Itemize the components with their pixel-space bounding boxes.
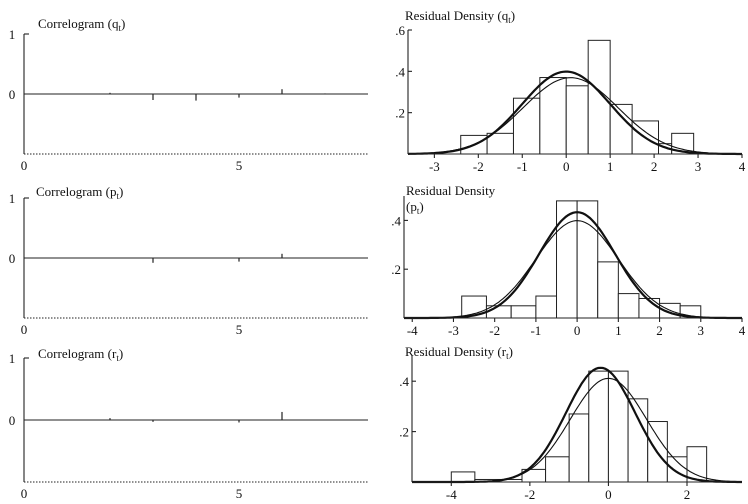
title-tail: ) (419, 199, 423, 214)
x-tick-label: 4 (739, 323, 746, 338)
histogram-bar (486, 132, 514, 155)
x-tick-label: -2 (489, 323, 500, 338)
density-curve (407, 77, 742, 155)
x-tick-label: -1 (530, 323, 541, 338)
title-subscript: t (117, 191, 120, 201)
y-tick-label: 1 (9, 351, 16, 366)
histogram-bar (666, 456, 688, 483)
x-tick-label: 3 (698, 323, 705, 338)
density-curve (404, 220, 742, 319)
histogram-bar (510, 305, 537, 319)
y-tick-label: .4 (391, 213, 401, 228)
x-tick-label: 5 (236, 158, 243, 173)
x-tick-label: 0 (605, 487, 612, 502)
title-main: Correlogram (p (36, 184, 117, 199)
title-tail: ) (119, 184, 123, 199)
x-tick-label: 2 (656, 323, 663, 338)
x-tick-label: -2 (473, 159, 484, 174)
x-tick-label: 3 (695, 159, 702, 174)
y-tick-label: 0 (9, 251, 16, 266)
title-main-2: (p (406, 199, 417, 214)
title-subscript: t (116, 353, 119, 363)
y-tick-label: .4 (399, 374, 409, 389)
histogram-bar (686, 446, 708, 483)
histogram-bar (565, 85, 589, 155)
y-tick-label: 1 (9, 191, 16, 206)
y-tick-label: .4 (395, 64, 405, 79)
title-subscript: t (508, 15, 511, 25)
y-tick-label: .2 (391, 262, 401, 277)
y-tick-label: .2 (395, 106, 405, 121)
x-tick-label: 5 (236, 486, 243, 501)
chart-title: Residual Density (qt) (405, 8, 515, 25)
x-tick-label: 0 (563, 159, 570, 174)
histogram-bar (535, 295, 558, 319)
correlogram-panel-0: 1 0 0 5 Correlogram (qt) (9, 16, 368, 173)
y-tick-label: .2 (399, 425, 409, 440)
y-tick-label: 0 (9, 413, 16, 428)
x-tick-label: 1 (607, 159, 614, 174)
histogram-bar (627, 398, 649, 483)
histogram-bar (576, 200, 599, 319)
title-subscript: t (506, 351, 509, 361)
x-tick-label: 4 (739, 159, 746, 174)
histogram-bar (545, 456, 570, 483)
title-main: Residual Density (406, 183, 496, 198)
histogram-bar (609, 103, 633, 155)
y-tick-label: 0 (9, 87, 16, 102)
x-tick-label: -3 (429, 159, 440, 174)
x-tick-label: 5 (236, 322, 243, 337)
title-tail: ) (121, 16, 125, 31)
x-tick-label: -3 (448, 323, 459, 338)
x-tick-label: 0 (21, 322, 28, 337)
y-tick-label: .6 (395, 23, 405, 38)
density-panel-3: -4 -3 -2 -1 0 1 2 3 4 .4 .2 Residual Density(pt) (391, 183, 746, 338)
density-curve (404, 211, 742, 320)
chart-title: Correlogram (pt) (36, 184, 123, 201)
title-tail: ) (511, 8, 515, 23)
density-panel-1: -3 -2 -1 0 1 2 3 4 .6 .4 .2 Residual Density (qt) (395, 8, 746, 174)
x-tick-label: 0 (21, 486, 28, 501)
histogram-bar (512, 97, 541, 155)
x-tick-label: 1 (615, 323, 622, 338)
histogram-bar (617, 293, 640, 319)
title-main: Residual Density (r (405, 344, 507, 359)
x-tick-label: -1 (517, 159, 528, 174)
histogram-bar (568, 413, 590, 483)
chart-title: Correlogram (qt) (38, 16, 125, 33)
correlogram-panel-4: 1 0 0 5 Correlogram (rt) (9, 346, 368, 501)
title-main: Correlogram (q (38, 16, 119, 31)
x-tick-label: 2 (651, 159, 658, 174)
x-tick-label: 2 (684, 487, 691, 502)
chart-title: Residual Density (406, 183, 496, 198)
title-main: Correlogram (r (38, 346, 117, 361)
title-tail: ) (509, 344, 513, 359)
title-tail: ) (119, 346, 123, 361)
x-tick-label: 0 (21, 158, 28, 173)
density-panel-5: -4 -2 0 2 .4 .2 Residual Density (rt) (399, 344, 743, 502)
title-subscript: t (119, 23, 122, 33)
x-tick-label: 0 (574, 323, 581, 338)
density-curve (407, 70, 742, 156)
x-tick-label: -4 (446, 487, 457, 502)
x-tick-label: -2 (524, 487, 535, 502)
chart-title-line2: (pt) (406, 199, 424, 216)
correlogram-panel-2: 1 0 0 5 Correlogram (pt) (9, 184, 368, 337)
y-tick-label: 1 (9, 27, 16, 42)
chart-title: Correlogram (rt) (38, 346, 123, 363)
histogram-bar (450, 471, 476, 483)
histogram-bar (597, 261, 619, 319)
chart-title: Residual Density (rt) (405, 344, 513, 361)
title-subscript: t (417, 206, 420, 216)
title-main: Residual Density (q (405, 8, 509, 23)
x-tick-label: -4 (407, 323, 418, 338)
histogram-bar (556, 200, 578, 319)
